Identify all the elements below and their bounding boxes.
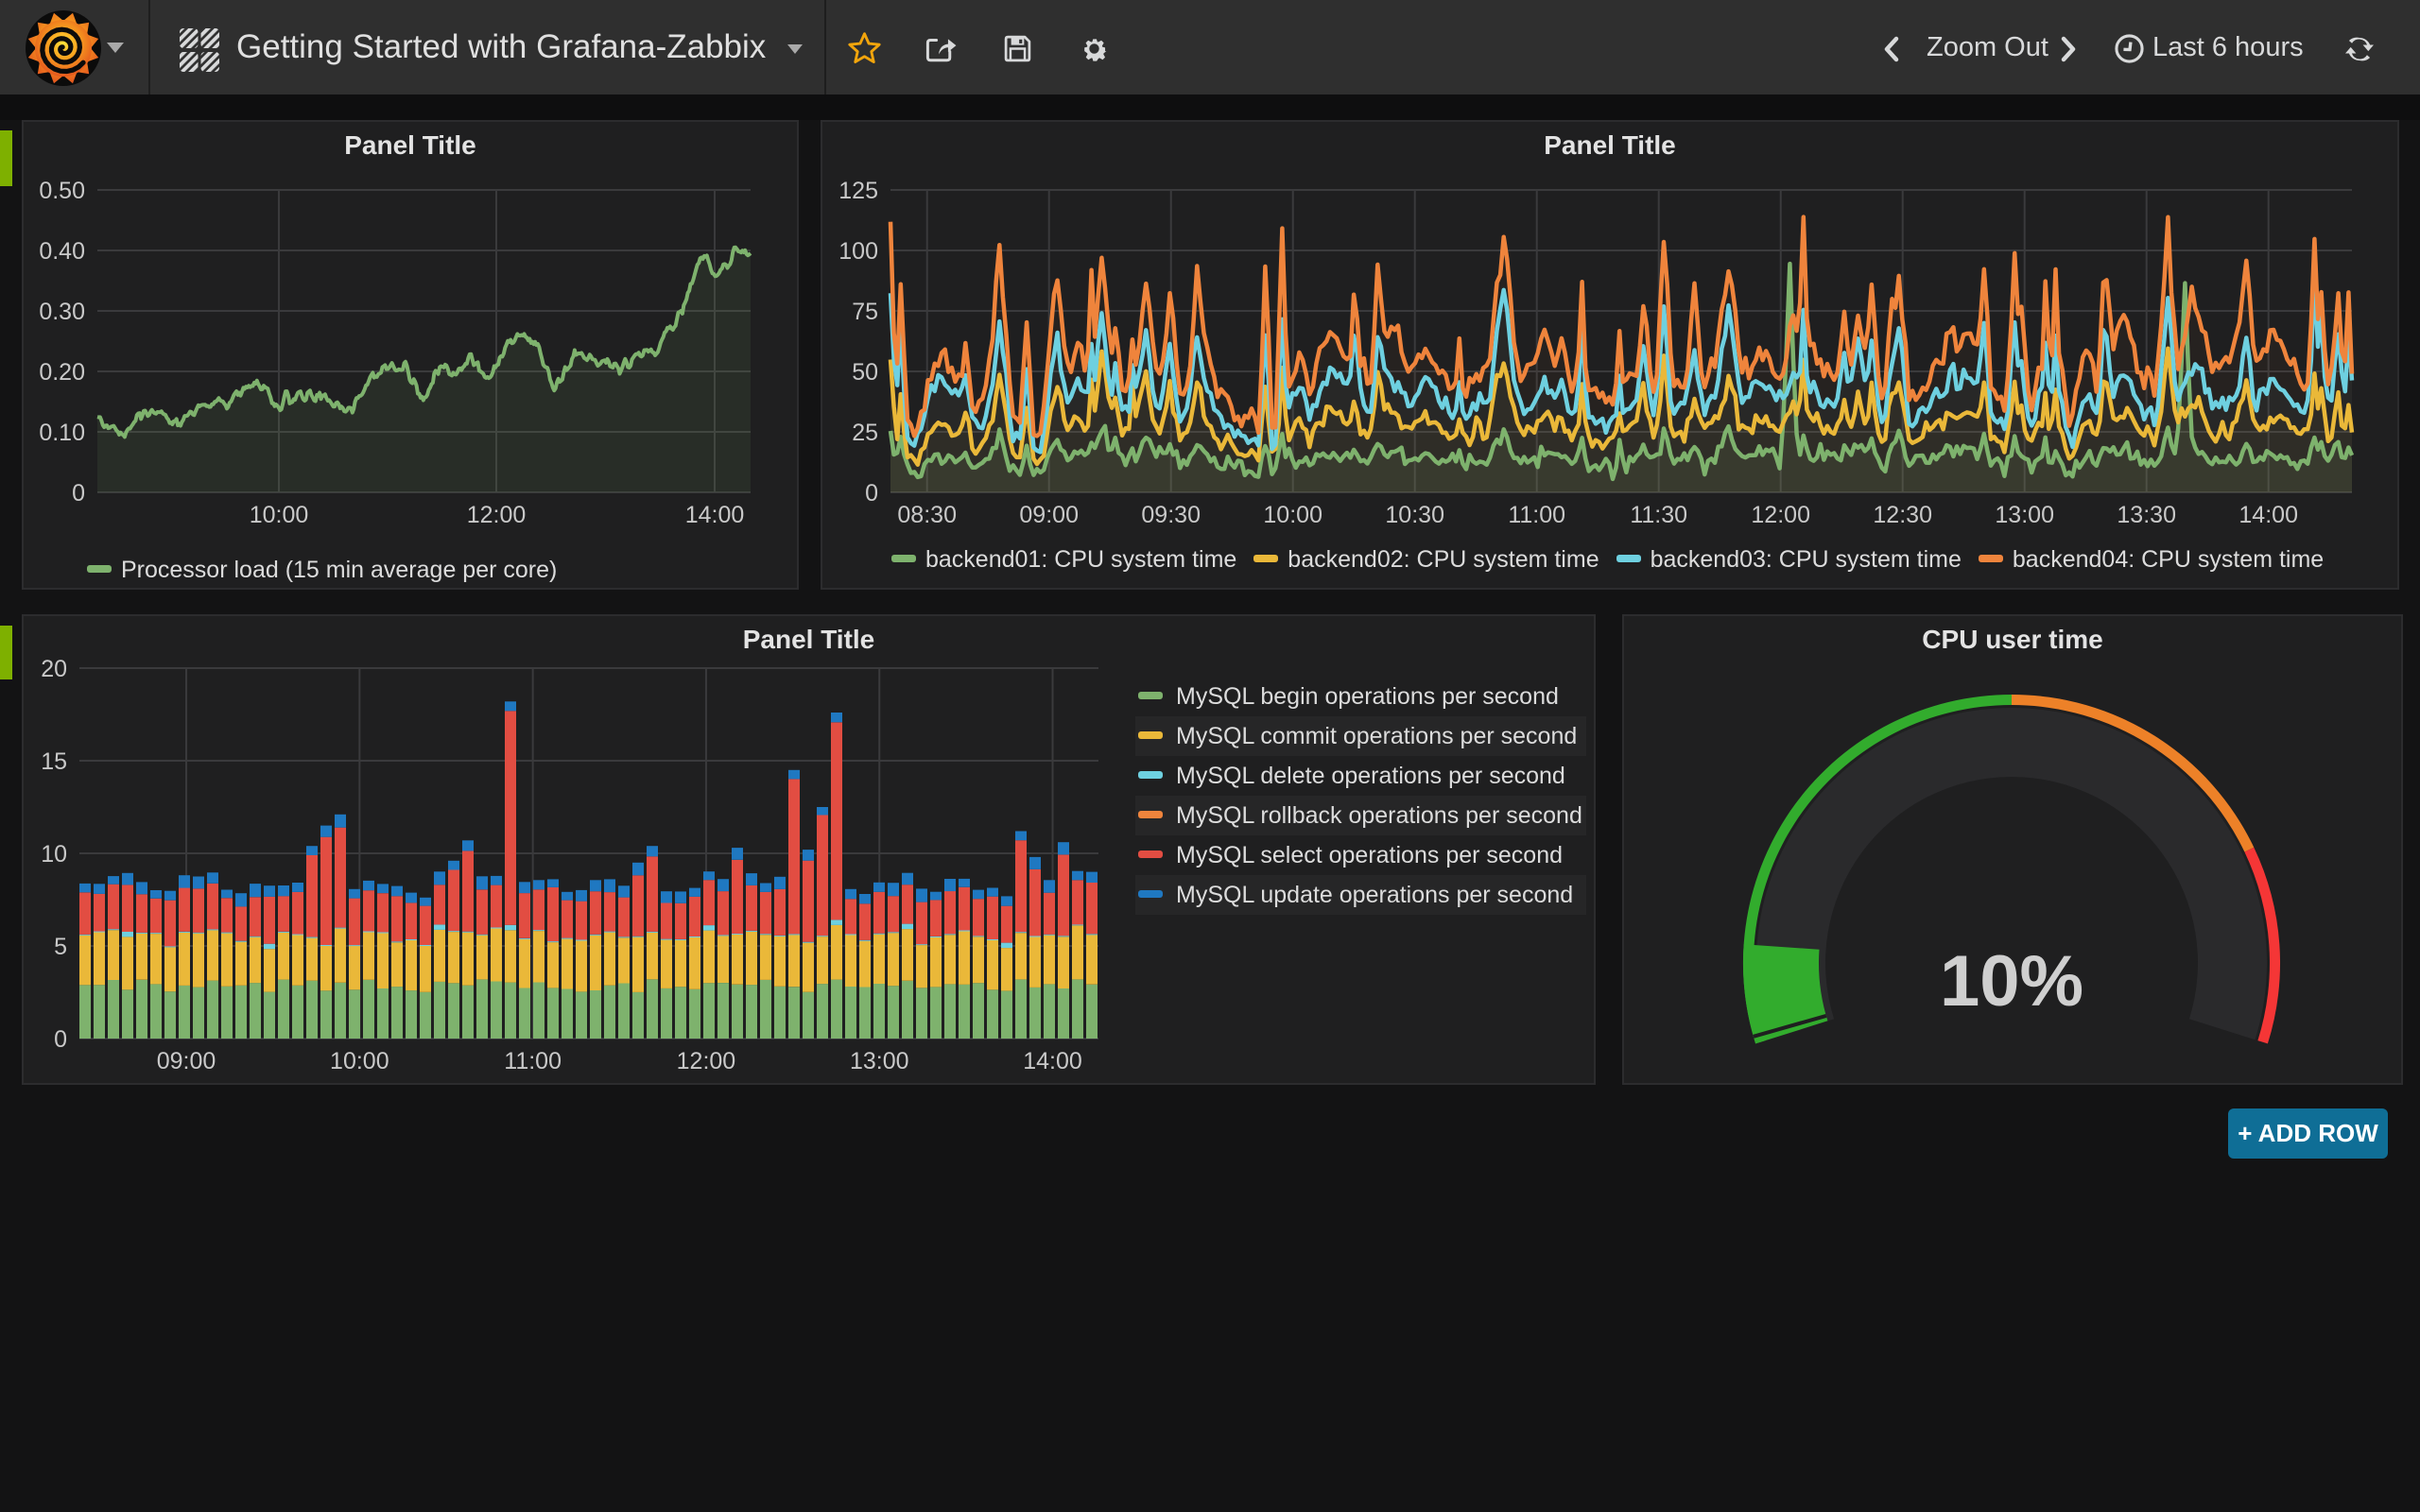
svg-text:10%: 10% [1940,941,2083,1022]
